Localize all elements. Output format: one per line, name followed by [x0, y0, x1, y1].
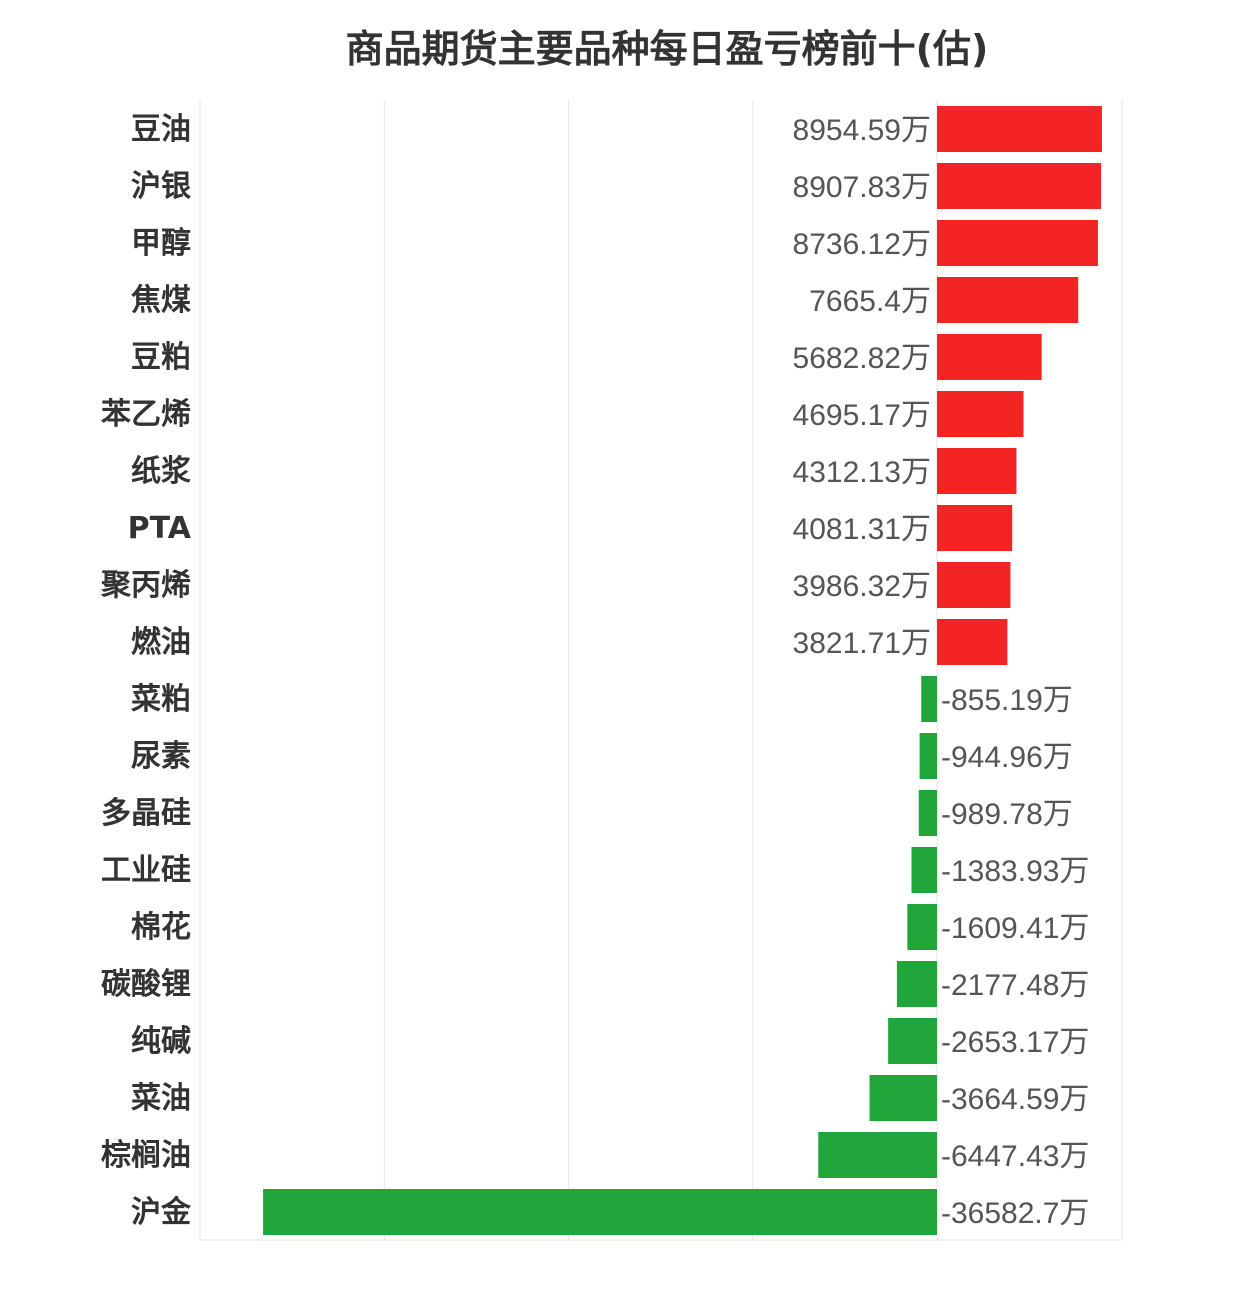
category-label: 碳酸锂: [101, 967, 191, 1002]
data-label: -1609.41万: [941, 912, 1089, 945]
data-label: -2653.17万: [941, 1026, 1089, 1059]
data-label: 8736.12万: [793, 228, 931, 261]
category-label: 豆粕: [131, 340, 191, 375]
data-label: -989.78万: [941, 798, 1073, 831]
bar: [937, 619, 1008, 665]
data-label: -944.96万: [941, 741, 1073, 774]
bar: [818, 1132, 937, 1178]
bar: [919, 733, 937, 779]
category-label: 纯碱: [131, 1024, 191, 1059]
chart-title: 商品期货主要品种每日盈亏榜前十(估): [345, 27, 989, 71]
bar: [937, 106, 1102, 152]
data-label: 8907.83万: [793, 171, 931, 204]
category-label: 沪银: [131, 169, 191, 204]
bar: [918, 790, 937, 836]
category-label: 纸浆: [131, 454, 191, 489]
bar: [937, 277, 1079, 323]
data-label: -6447.43万: [941, 1140, 1089, 1173]
bar: [907, 904, 937, 950]
grid-lines: [199, 100, 1123, 1241]
category-label: 豆油: [131, 112, 191, 147]
category-label: PTA: [128, 511, 192, 546]
category-label: 多晶硅: [101, 796, 191, 831]
data-label: 4312.13万: [793, 456, 931, 489]
data-label: 3821.71万: [793, 627, 931, 660]
bar: [937, 391, 1024, 437]
bar: [937, 334, 1042, 380]
data-label: 3986.32万: [793, 570, 931, 603]
data-label: 5682.82万: [793, 342, 931, 375]
data-label: 7665.4万: [809, 285, 931, 318]
category-label: 菜油: [131, 1081, 191, 1116]
bar: [896, 961, 937, 1007]
bar: [937, 562, 1011, 608]
data-label: -1383.93万: [941, 855, 1089, 888]
category-label: 菜粕: [131, 682, 191, 717]
category-label: 尿素: [131, 739, 191, 774]
bar: [937, 505, 1013, 551]
category-label: 甲醇: [131, 226, 191, 261]
bar: [911, 847, 937, 893]
bar: [937, 163, 1102, 209]
data-label: -2177.48万: [941, 969, 1089, 1002]
data-label: 8954.59万: [793, 114, 931, 147]
category-label: 聚丙烯: [100, 568, 191, 603]
category-label: 燃油: [131, 625, 191, 660]
category-label: 苯乙烯: [101, 397, 191, 432]
category-label: 焦煤: [131, 283, 191, 318]
bar: [263, 1189, 937, 1235]
bar: [888, 1018, 937, 1064]
bar: [937, 220, 1098, 266]
bar: [869, 1075, 937, 1121]
category-label: 棉花: [131, 910, 191, 945]
data-label: -3664.59万: [941, 1083, 1089, 1116]
data-label: -855.19万: [941, 684, 1073, 717]
bars: [263, 106, 1102, 1235]
category-label: 工业硅: [101, 853, 191, 888]
bar: [937, 448, 1017, 494]
data-label: 4081.31万: [793, 513, 931, 546]
bar: [921, 676, 937, 722]
category-label: 沪金: [131, 1195, 192, 1230]
data-label: -36582.7万: [941, 1197, 1089, 1230]
category-label: 棕榈油: [101, 1138, 191, 1173]
data-label: 4695.17万: [793, 399, 931, 432]
